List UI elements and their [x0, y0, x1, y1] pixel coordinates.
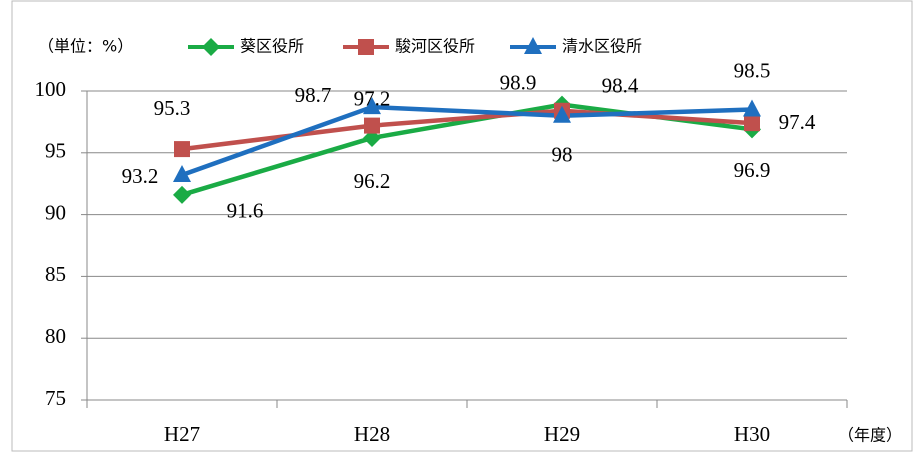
- data-label: 93.2: [122, 164, 159, 188]
- legend-label: 清水区役所: [562, 37, 642, 56]
- y-tick-label: 100: [35, 77, 67, 101]
- legend-marker: [202, 38, 220, 56]
- marker: [174, 141, 190, 158]
- series-line: [181, 104, 753, 178]
- y-tick-label: 90: [45, 200, 66, 224]
- x-tick-label: H30: [734, 422, 770, 446]
- data-label: 98.7: [295, 83, 332, 107]
- x-tick-label: H27: [164, 422, 200, 446]
- x-tick-label: H29: [544, 422, 580, 446]
- marker: [744, 115, 760, 132]
- x-tick-label: H28: [354, 422, 390, 446]
- data-label: 96.2: [354, 169, 391, 193]
- chart-frame: [11, 0, 913, 452]
- series-line: [181, 108, 753, 152]
- marker: [553, 105, 571, 123]
- legend-label: 葵区役所: [240, 37, 304, 56]
- data-label: 98.9: [500, 70, 537, 94]
- data-label: 97.2: [354, 86, 391, 110]
- data-label: 98: [552, 143, 573, 167]
- legend-marker: [358, 39, 374, 55]
- data-label: 96.9: [734, 158, 771, 182]
- legend-marker: [524, 37, 542, 54]
- unit-label: （単位：%）: [38, 37, 133, 56]
- marker: [363, 97, 381, 115]
- y-tick-label: 75: [45, 386, 66, 410]
- data-label: 98.4: [602, 74, 639, 98]
- marker: [743, 99, 761, 117]
- marker: [173, 185, 191, 204]
- data-label: 98.5: [734, 58, 771, 82]
- y-tick-label: 80: [45, 324, 66, 348]
- marker: [364, 117, 380, 134]
- data-label: 91.6: [227, 199, 264, 223]
- x-axis-label: （年度）: [838, 426, 902, 445]
- y-tick-label: 95: [45, 139, 66, 163]
- marker: [173, 165, 191, 183]
- data-label: 97.4: [779, 110, 816, 134]
- y-tick-label: 85: [45, 262, 66, 286]
- data-label: 95.3: [154, 96, 191, 120]
- legend-label: 駿河区役所: [395, 37, 475, 56]
